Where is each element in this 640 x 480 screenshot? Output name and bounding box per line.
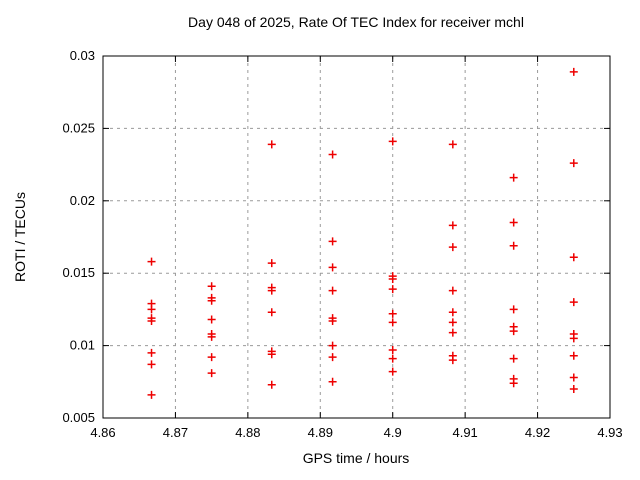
data-point-marker: [267, 286, 276, 295]
data-point-marker: [569, 385, 578, 394]
data-point-marker: [267, 308, 276, 317]
data-point-marker: [207, 315, 216, 324]
data-point-marker: [448, 221, 457, 230]
y-tick-label: 0.03: [70, 48, 95, 63]
x-tick-label: 4.89: [308, 425, 333, 440]
data-point-marker: [448, 286, 457, 295]
data-point-marker: [569, 373, 578, 382]
y-tick-label: 0.025: [62, 120, 95, 135]
chart-title: Day 048 of 2025, Rate Of TEC Index for r…: [188, 14, 524, 30]
data-point-marker: [569, 298, 578, 307]
data-point-marker: [147, 348, 156, 357]
data-point-marker: [267, 380, 276, 389]
data-point-marker: [388, 318, 397, 327]
plot-border: [102, 55, 611, 419]
x-tick-label: 4.87: [163, 425, 188, 440]
data-point-marker: [207, 369, 216, 378]
data-point-marker: [448, 356, 457, 365]
data-point-marker: [569, 351, 578, 360]
data-point-marker: [448, 243, 457, 252]
data-point-marker: [569, 159, 578, 168]
data-point-marker: [388, 285, 397, 294]
data-point-marker: [388, 345, 397, 354]
data-point-marker: [448, 308, 457, 317]
data-point-marker: [388, 274, 397, 283]
x-tick-label: 4.9: [384, 425, 402, 440]
data-point-marker: [207, 296, 216, 305]
data-point-marker: [509, 241, 518, 250]
data-point-marker: [147, 257, 156, 266]
data-point-marker: [388, 137, 397, 146]
data-point-marker: [328, 316, 337, 325]
data-point-marker: [448, 318, 457, 327]
data-point-marker: [509, 354, 518, 363]
data-point-marker: [509, 305, 518, 314]
y-tick-label: 0.02: [70, 193, 95, 208]
y-axis-label: ROTI / TECUs: [12, 192, 28, 282]
data-point-marker: [328, 341, 337, 350]
data-point-marker: [509, 218, 518, 227]
data-point-marker: [328, 150, 337, 159]
data-point-marker: [328, 286, 337, 295]
y-tick-label: 0.005: [62, 410, 95, 425]
data-point-marker: [328, 377, 337, 386]
data-point-marker: [569, 253, 578, 262]
data-point-marker: [267, 259, 276, 268]
data-point-marker: [147, 316, 156, 325]
x-tick-label: 4.86: [90, 425, 115, 440]
data-point-marker: [509, 327, 518, 336]
data-point-marker: [147, 390, 156, 399]
data-point-marker: [207, 353, 216, 362]
data-point-marker: [509, 173, 518, 182]
data-point-marker: [448, 140, 457, 149]
data-point-marker: [147, 305, 156, 314]
x-tick-label: 4.88: [235, 425, 260, 440]
data-point-marker: [207, 332, 216, 341]
data-point-marker: [328, 263, 337, 272]
data-point-marker: [388, 367, 397, 376]
plot-content: 4.86 4.87 4.88 4.89 4.9 4.91 4.92 4.93 0.005 0.01…: [62, 48, 622, 440]
data-point-marker: [569, 334, 578, 343]
data-point-marker: [388, 309, 397, 318]
data-point-marker: [328, 353, 337, 362]
data-point-marker: [267, 140, 276, 149]
data-point-marker: [207, 282, 216, 291]
x-axis-label: GPS time / hours: [303, 450, 410, 466]
x-tick-label: 4.92: [525, 425, 550, 440]
data-point-marker: [328, 237, 337, 246]
data-point-marker: [509, 379, 518, 388]
data-point-marker: [388, 354, 397, 363]
y-tick-label: 0.01: [70, 338, 95, 353]
data-point-marker: [147, 360, 156, 369]
data-point-marker: [267, 350, 276, 359]
data-point-marker: [569, 67, 578, 76]
data-point-marker: [448, 328, 457, 337]
x-tick-label: 4.93: [597, 425, 622, 440]
y-tick-label: 0.015: [62, 265, 95, 280]
x-tick-label: 4.91: [452, 425, 477, 440]
